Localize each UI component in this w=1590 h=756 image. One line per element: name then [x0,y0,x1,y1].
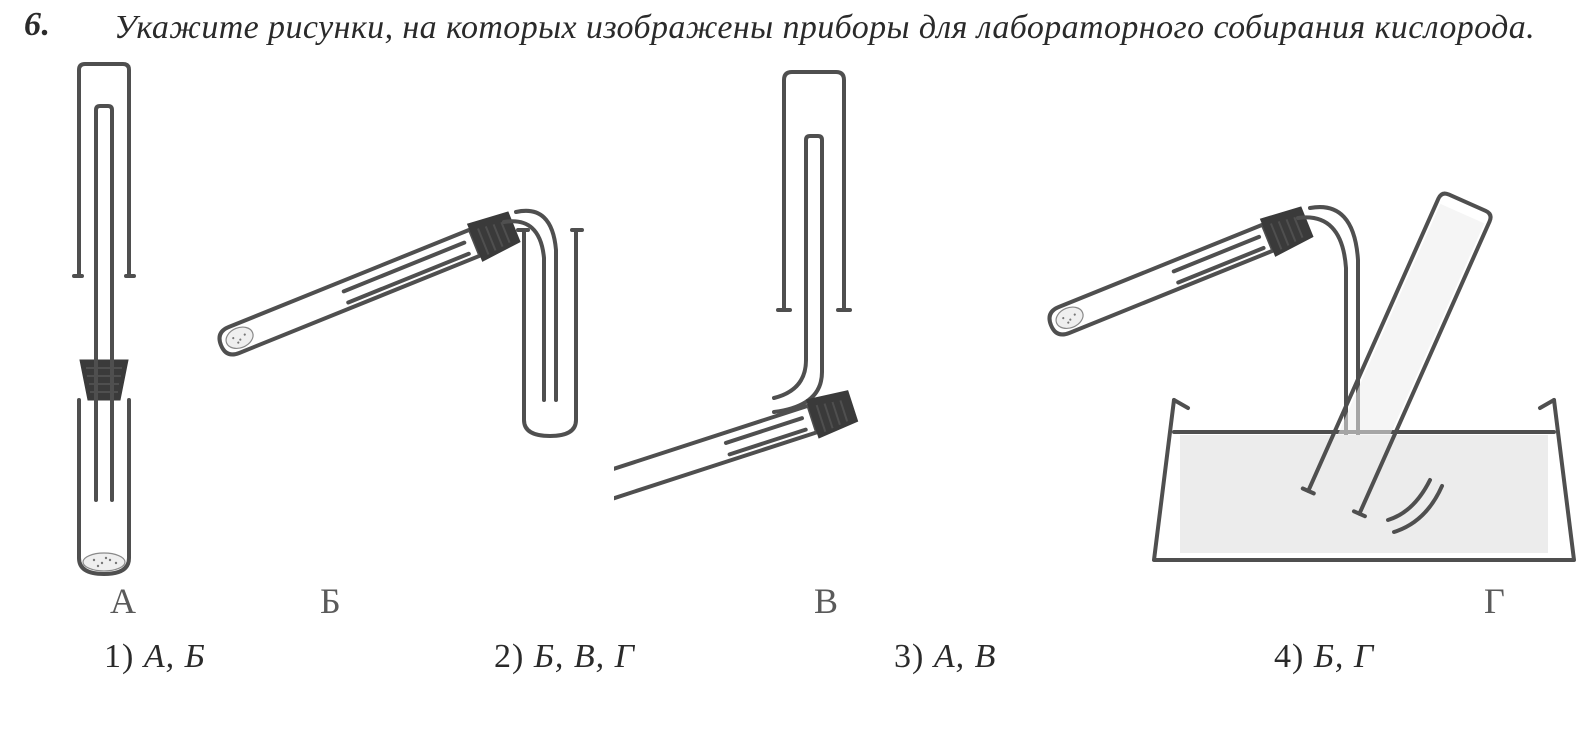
question-text: Укажите рисунки, на которых изображены п… [114,6,1535,50]
answers-row: 1) А, Б 2) Б, В, Г 3) А, В 4) Б, Г [24,638,1566,698]
figure-label-g: Г [1484,580,1505,622]
answer-letters: А, В [934,638,997,675]
figure-label-a: А [110,580,136,622]
figure-v [614,60,1034,580]
figure-b [194,60,614,580]
answer-option-1: 1) А, Б [104,638,206,676]
answer-number: 3) [894,638,924,675]
answer-letters: Б, В, Г [534,638,635,675]
figure-label-v: В [814,580,838,622]
figures-row [24,60,1566,580]
answer-number: 4) [1274,638,1304,675]
answer-option-4: 4) Б, Г [1274,638,1374,676]
answer-option-2: 2) Б, В, Г [494,638,635,676]
answer-letters: Б, Г [1314,638,1374,675]
figure-a [24,60,184,580]
answer-letters: А, Б [144,638,206,675]
answer-option-3: 3) А, В [894,638,996,676]
page: 6. Укажите рисунки, на которых изображен… [0,0,1590,756]
figure-label-b: Б [320,580,341,622]
answer-number: 1) [104,638,134,675]
figure-labels-row: А Б В Г [24,580,1566,628]
question-row: 6. Укажите рисунки, на которых изображен… [24,0,1566,50]
question-number: 6. [24,6,114,44]
figure-g [1034,60,1590,580]
answer-number: 2) [494,638,524,675]
